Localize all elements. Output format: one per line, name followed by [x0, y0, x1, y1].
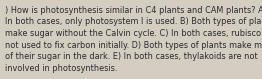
Text: not used to fix carbon initially. D) Both types of plants make most: not used to fix carbon initially. D) Bot… — [5, 41, 262, 50]
Text: make sugar without the Calvin cycle. C) In both cases, rubisco is: make sugar without the Calvin cycle. C) … — [5, 29, 262, 38]
Text: ) How is photosynthesis similar in C4 plants and CAM plants? A): ) How is photosynthesis similar in C4 pl… — [5, 6, 262, 15]
Text: of their sugar in the dark. E) In both cases, thylakoids are not: of their sugar in the dark. E) In both c… — [5, 52, 258, 61]
Text: In both cases, only photosystem I is used. B) Both types of plants: In both cases, only photosystem I is use… — [5, 17, 262, 26]
Text: involved in photosynthesis.: involved in photosynthesis. — [5, 64, 117, 73]
